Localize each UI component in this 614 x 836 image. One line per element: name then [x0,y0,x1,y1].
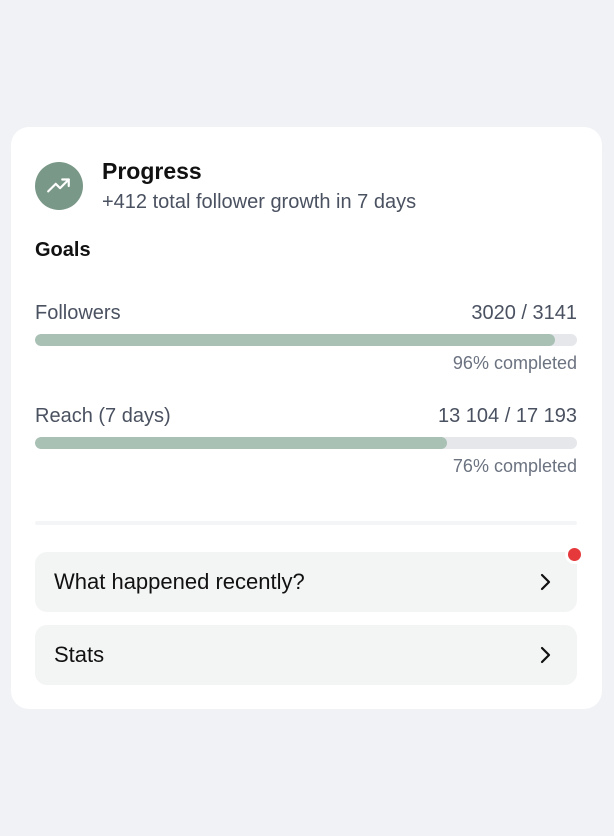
card-title: Progress [102,158,202,184]
chevron-right-icon [537,572,553,592]
progress-bar [35,334,577,346]
goal-caption: 96% completed [452,353,577,373]
goal-value: 3020 / 3141 [471,302,577,324]
goal-reach: Reach (7 days) 13 104 / 17 193 76% compl… [35,403,577,477]
progress-bar-fill [35,334,556,346]
progress-card: Progress +412 total follower growth in 7… [11,127,602,709]
nav-label: Stats [54,642,105,667]
goal-label: Reach (7 days) [35,405,171,427]
notification-dot [565,545,584,564]
goal-label: Followers [35,302,121,324]
goal-followers: Followers 3020 / 3141 96% completed [35,300,577,374]
divider [35,521,577,525]
stats-button[interactable]: Stats [35,625,577,685]
nav-label: What happened recently? [54,569,305,594]
card-subtitle: +412 total follower growth in 7 days [102,191,417,213]
goals-heading: Goals [35,239,91,261]
goal-caption: 76% completed [452,456,577,476]
card-header: Progress +412 total follower growth in 7… [35,158,417,217]
what-happened-recently-button[interactable]: What happened recently? [35,545,584,612]
goal-value: 13 104 / 17 193 [437,405,577,427]
chevron-right-icon [537,645,553,665]
trending-up-icon [35,162,83,210]
progress-bar-fill [35,437,447,449]
progress-bar [35,437,577,449]
